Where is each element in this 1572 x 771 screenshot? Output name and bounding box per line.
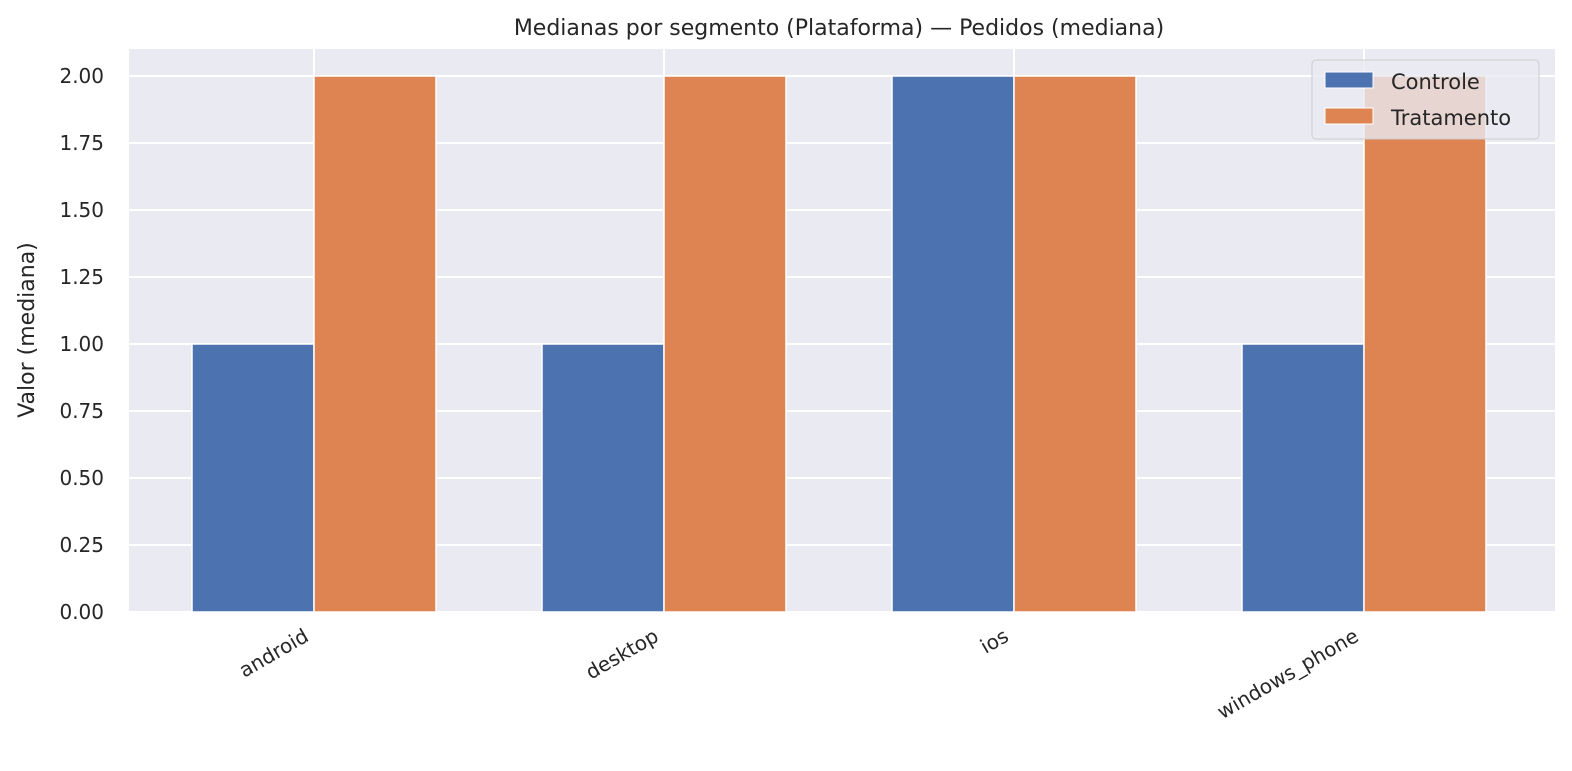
bar-controle-desktop <box>541 343 665 613</box>
y-tick-label: 0.00 <box>59 600 104 624</box>
chart-title: Medianas por segmento (Plataforma) — Ped… <box>514 16 1164 41</box>
y-tick-label: 1.75 <box>59 131 104 155</box>
bars <box>191 75 1487 613</box>
legend-swatch-tratamento <box>1324 107 1374 125</box>
x-tick-label: windows_phone <box>1213 624 1363 724</box>
x-tick-label: ios <box>976 624 1012 659</box>
legend-label-tratamento: Tratamento <box>1390 106 1511 130</box>
y-tick-label: 1.50 <box>59 198 104 222</box>
bar-tratamento-ios <box>1013 75 1137 613</box>
y-tick-labels: 0.00 0.25 0.50 0.75 1.00 1.25 1.50 1.75 2.00 <box>59 64 104 624</box>
bar-controle-windows_phone <box>1241 343 1365 613</box>
y-tick-label: 0.25 <box>59 533 104 557</box>
y-axis-label: Valor (mediana) <box>15 242 40 418</box>
legend-swatch-controle <box>1324 71 1374 89</box>
bar-controle-ios <box>891 75 1015 613</box>
legend: Controle Tratamento <box>1311 59 1540 140</box>
x-tick-labels: android desktop ios windows_phone <box>235 624 1363 724</box>
y-tick-label: 1.00 <box>59 332 104 356</box>
bar-tratamento-desktop <box>663 75 787 613</box>
y-tick-label: 1.25 <box>59 265 104 289</box>
bar-controle-android <box>191 343 315 613</box>
y-tick-label: 2.00 <box>59 64 104 88</box>
legend-label-controle: Controle <box>1391 70 1480 94</box>
x-tick-label: android <box>235 624 313 683</box>
y-tick-label: 0.75 <box>59 399 104 423</box>
bar-tratamento-android <box>313 75 437 613</box>
x-tick-label: desktop <box>581 624 662 685</box>
bar-tratamento-windows_phone <box>1363 75 1487 613</box>
y-tick-label: 0.50 <box>59 466 104 490</box>
